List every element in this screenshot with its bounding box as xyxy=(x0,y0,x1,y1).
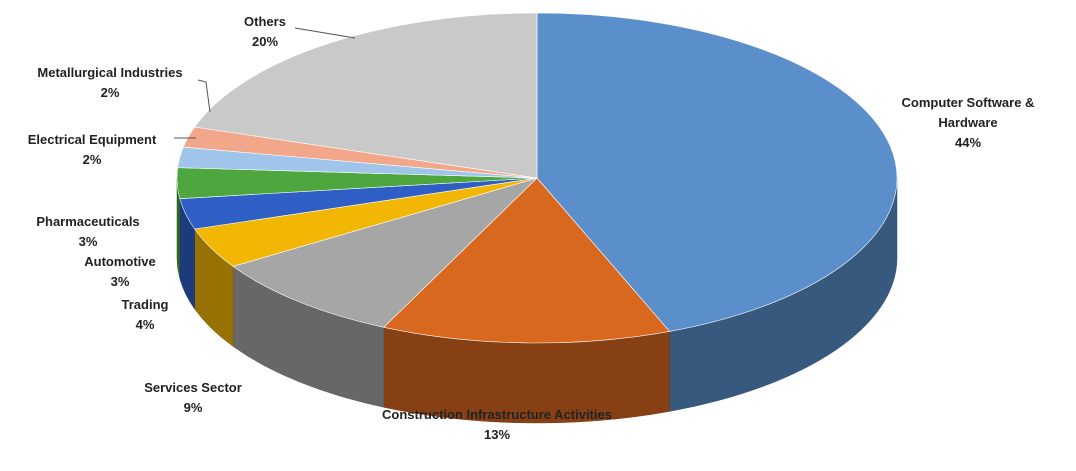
category-label: Trading xyxy=(121,297,169,312)
leader-line xyxy=(294,27,356,39)
pie-slice xyxy=(232,177,538,328)
value-label: 2% xyxy=(82,152,102,167)
pie-slice xyxy=(194,12,538,179)
category-label: Automotive xyxy=(84,254,156,269)
data-label: Trading 4% xyxy=(85,295,205,335)
data-label: Others 20% xyxy=(215,12,315,52)
data-label: Automotive 3% xyxy=(60,252,180,292)
value-label: 44% xyxy=(954,135,982,150)
leader-line xyxy=(197,79,211,113)
data-label: Services Sector 9% xyxy=(93,378,293,418)
value-label: 4% xyxy=(135,317,155,332)
pie-sides xyxy=(176,177,898,424)
value-label: 13% xyxy=(483,427,511,442)
value-label: 3% xyxy=(110,274,130,289)
value-label: 9% xyxy=(183,400,203,415)
category-label: Metallurgical Industries xyxy=(37,65,183,80)
data-label: Construction Infrastructure Activities 13… xyxy=(377,405,617,445)
pie-slice xyxy=(536,12,898,332)
category-label: Computer Software & Hardware xyxy=(901,95,1035,130)
category-label: Construction Infrastructure Activities xyxy=(382,407,612,422)
category-label: Electrical Equipment xyxy=(27,132,157,147)
leader-lines xyxy=(174,27,356,139)
value-label: 2% xyxy=(100,85,120,100)
data-label: Metallurgical Industries 2% xyxy=(10,63,210,103)
pie-tops xyxy=(176,12,898,344)
data-label: Computer Software & Hardware 44% xyxy=(883,93,1053,153)
category-label: Others xyxy=(244,14,286,29)
data-label: Electrical Equipment 2% xyxy=(0,130,187,170)
value-label: 20% xyxy=(251,34,279,49)
data-label: Pharmaceuticals 3% xyxy=(13,212,163,252)
pie-slice xyxy=(383,177,671,344)
category-label: Services Sector xyxy=(144,380,242,395)
value-label: 3% xyxy=(78,234,98,249)
category-label: Pharmaceuticals xyxy=(36,214,140,229)
